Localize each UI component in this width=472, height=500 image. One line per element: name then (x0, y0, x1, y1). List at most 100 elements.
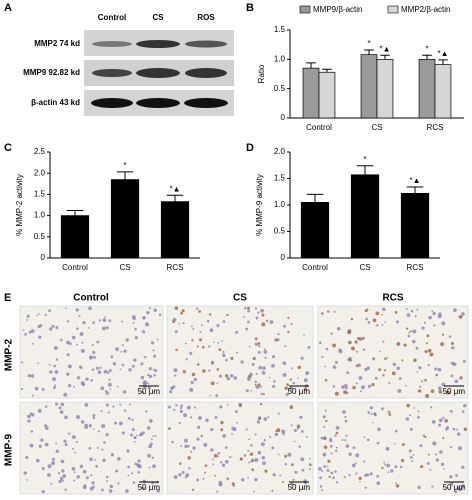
tissue-image (166, 401, 314, 495)
cell (105, 403, 109, 407)
cell (287, 316, 290, 319)
cell (393, 442, 396, 445)
cell (293, 428, 297, 433)
cell (182, 322, 185, 325)
cell (220, 461, 223, 464)
cell (57, 472, 61, 475)
cell (260, 392, 263, 396)
cell (131, 472, 134, 475)
cell (261, 322, 266, 327)
cell (255, 373, 258, 375)
cell (115, 470, 118, 473)
cell (303, 334, 305, 336)
histology-images: 50 μm 50 μm 50 μm 50 μm 50 μm 50 μm (19, 305, 469, 495)
cell (44, 442, 49, 447)
cell (425, 394, 430, 398)
cell (351, 463, 356, 468)
cell (454, 490, 457, 494)
cell (89, 356, 93, 360)
cell (55, 358, 59, 361)
cell (387, 410, 391, 414)
cell (91, 368, 95, 371)
cell (461, 312, 465, 316)
cell (225, 459, 229, 464)
cell (401, 443, 405, 447)
cell (432, 311, 436, 316)
cell (198, 416, 202, 420)
significance-mark: * (367, 39, 370, 48)
cell (189, 387, 194, 392)
cell (427, 363, 430, 367)
cell (172, 385, 176, 389)
cell (220, 428, 224, 432)
cell (243, 454, 247, 457)
cell (192, 446, 196, 450)
cell (224, 446, 228, 449)
cell (262, 461, 266, 466)
cell (180, 311, 184, 315)
cell (75, 308, 79, 312)
y-tick-label: 0 (41, 253, 46, 262)
cell (391, 371, 396, 376)
cell (352, 446, 356, 450)
cell (192, 328, 195, 330)
cell (367, 438, 370, 442)
cell (362, 348, 366, 351)
y-tick-label: 1.0 (274, 54, 286, 63)
cell (38, 335, 42, 339)
cell (262, 393, 265, 396)
cell (271, 489, 274, 492)
cell (435, 373, 439, 377)
cell (174, 306, 179, 310)
cell (300, 356, 304, 360)
bar (160, 201, 190, 259)
cell (171, 440, 174, 444)
cell (71, 435, 76, 439)
y-tick-label: 0 (281, 113, 286, 122)
cell (187, 445, 190, 448)
cell (212, 341, 215, 344)
cell (186, 405, 191, 410)
cell (210, 361, 215, 365)
cell (258, 345, 261, 348)
cell (384, 357, 387, 360)
scale-bar-label: 50 μm (443, 387, 466, 396)
cell (405, 308, 408, 310)
cell (430, 389, 435, 393)
cell (334, 360, 338, 364)
cell (27, 419, 31, 423)
cell (64, 443, 68, 447)
cell (419, 444, 423, 448)
cell (308, 463, 312, 466)
error-bar (306, 62, 316, 69)
cell (99, 366, 102, 369)
x-tick-label: Control (306, 123, 332, 132)
cell (44, 424, 48, 428)
cell (142, 486, 145, 490)
cell (200, 434, 203, 438)
cell (269, 436, 272, 439)
cell (254, 307, 258, 310)
x-tick-label: CS (371, 123, 382, 132)
cell (109, 484, 114, 489)
cell (334, 391, 339, 396)
cell (212, 463, 215, 466)
scale-bar-label: 50 μm (288, 387, 311, 396)
cell (409, 427, 413, 431)
cell (142, 431, 145, 435)
cell (328, 475, 331, 479)
cell (139, 433, 142, 437)
cell (137, 470, 141, 474)
cell (344, 419, 348, 423)
cell (364, 486, 367, 489)
cell (150, 341, 155, 345)
cell (214, 416, 218, 419)
cell (255, 385, 260, 389)
cell (449, 409, 453, 413)
cell (64, 415, 68, 420)
cell (325, 347, 329, 351)
cell (71, 335, 76, 340)
cell (108, 489, 113, 493)
bar (376, 58, 394, 119)
cell (125, 338, 129, 342)
